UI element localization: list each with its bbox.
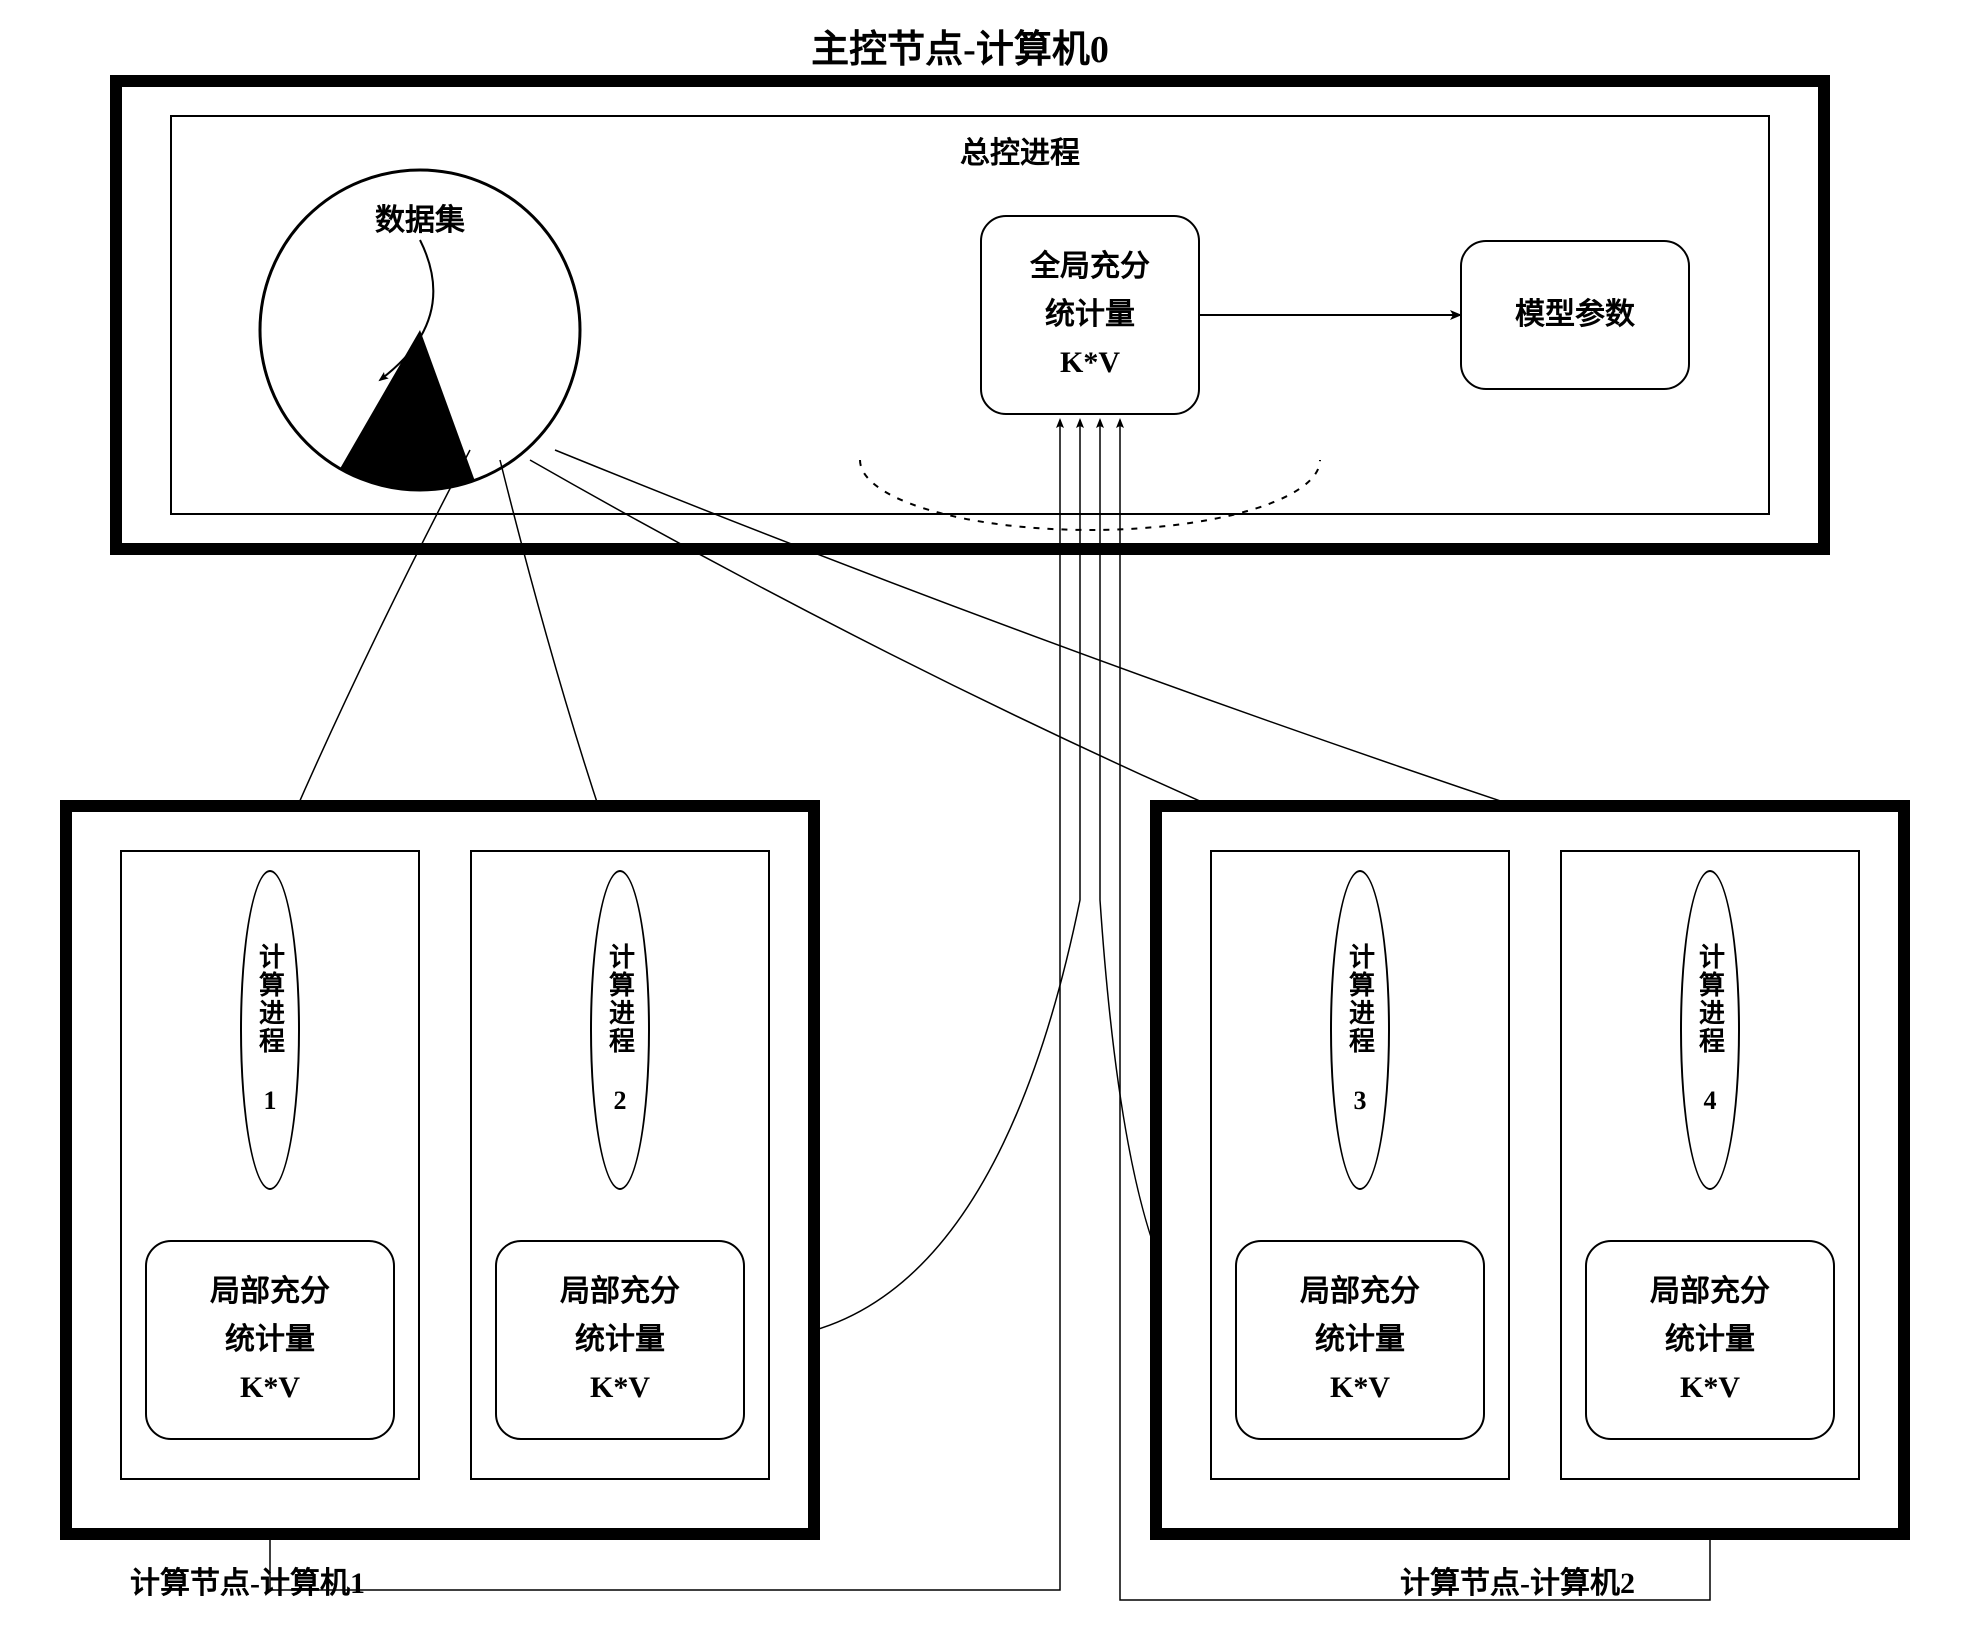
node2-proc3-stat: 局部充分 统计量 K*V [1235,1240,1485,1440]
node2-proc3-label: 计算进程 3 [1342,943,1379,1117]
global-stat-line2: K*V [1060,339,1120,387]
node1-title: 计算节点-计算机1 [130,1558,530,1602]
node2-proc4-label: 计算进程 4 [1692,943,1729,1117]
node1-proc2-stat: 局部充分 统计量 K*V [495,1240,745,1440]
global-stat-line0: 全局充分 [1030,243,1150,291]
master-title: 主控节点-计算机0 [600,18,1320,73]
node1-proc1-label: 计算进程 1 [252,943,289,1117]
pie-label: 数据集 [350,195,490,239]
node1-proc1-stat: 局部充分 统计量 K*V [145,1240,395,1440]
global-stat-line1: 统计量 [1045,291,1135,339]
model-params-line0: 模型参数 [1515,291,1635,339]
master-title-text: 主控节点-计算机0 [811,29,1109,71]
node2-proc3-ellipse: 计算进程 3 [1330,870,1390,1190]
node2-title: 计算节点-计算机2 [1400,1558,1800,1602]
node1-proc2-ellipse: 计算进程 2 [590,870,650,1190]
node2-proc4-ellipse: 计算进程 4 [1680,870,1740,1190]
node1-proc1-ellipse: 计算进程 1 [240,870,300,1190]
global-stat-box: 全局充分 统计量 K*V [980,215,1200,415]
model-params-box: 模型参数 [1460,240,1690,390]
node2-proc4-stat: 局部充分 统计量 K*V [1585,1240,1835,1440]
node1-proc2-label: 计算进程 2 [602,943,639,1117]
master-inner-title: 总控进程 [920,128,1120,172]
